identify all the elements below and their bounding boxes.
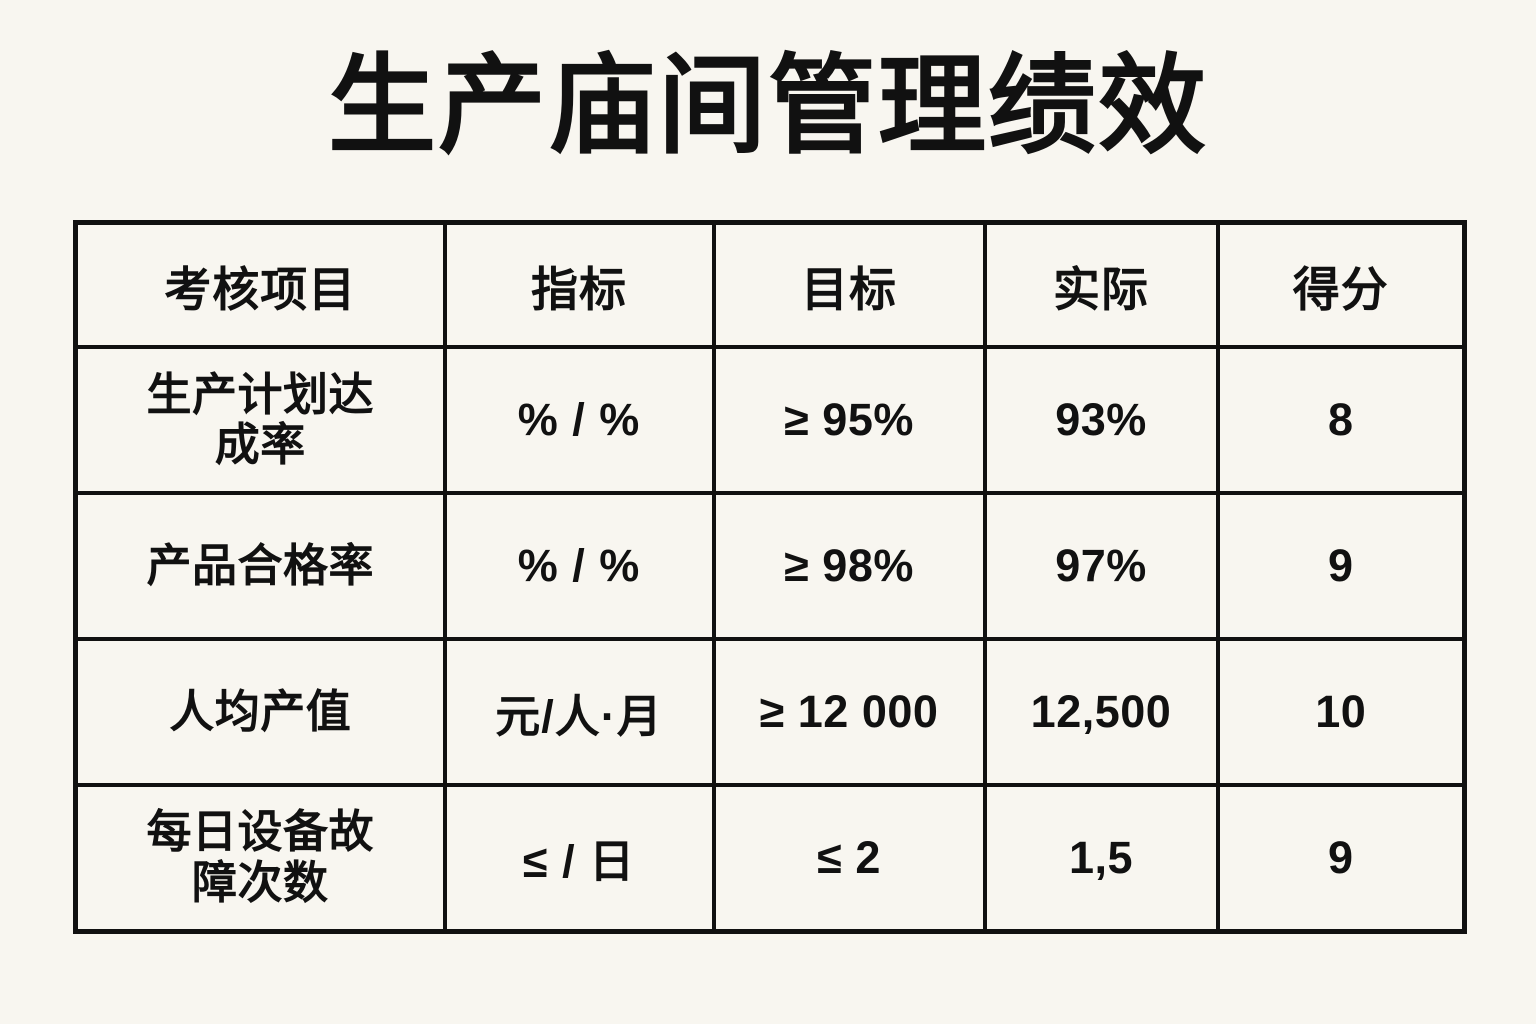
table-header: 考核项目 指标 目标 实际 得分 [73,220,1467,349]
table-body: 生产计划达 成率 % / % ≥ 95% 93% 8 产品合格率 % / % ≥… [73,345,1467,933]
cell-target: ≥ 95% [711,345,987,495]
cell-target: ≥ 12 000 [711,637,987,787]
cell-target: ≥ 98% [711,491,987,641]
cell-actual: 97% [982,491,1220,641]
cell-item-line1: 产品合格率 [146,539,374,591]
column-header-actual: 实际 [982,220,1220,349]
cell-item: 人均产值 [73,637,447,787]
cell-unit: % / % [442,345,716,495]
cell-item: 产品合格率 [73,491,447,641]
cell-score: 9 [1215,491,1467,641]
cell-item: 每日设备故 障次数 [73,783,447,933]
column-header-unit: 指标 [442,220,716,349]
column-header-target: 目标 [711,220,987,349]
table-row: 生产计划达 成率 % / % ≥ 95% 93% 8 [73,345,1467,495]
cell-actual: 12,500 [982,637,1220,787]
table-row: 每日设备故 障次数 ≤ / 日 ≤ 2 1,5 9 [73,783,1467,933]
cell-target: ≤ 2 [711,783,987,933]
page-title: 生产庙间管理绩效 [327,45,1208,166]
performance-table-container: 考核项目 指标 目标 实际 得分 生产计划达 成率 % / % ≥ 95% 93… [73,220,1467,934]
column-header-score: 得分 [1215,220,1467,349]
cell-unit: 元/人·月 [442,637,716,787]
cell-score: 10 [1215,637,1467,787]
cell-actual: 93% [982,345,1220,495]
cell-item-line1: 每日设备故 [146,806,374,858]
cell-item-line1: 人均产值 [169,685,352,737]
cell-unit: ≤ / 日 [442,783,716,933]
cell-score: 9 [1215,783,1467,933]
cell-score: 8 [1215,345,1467,495]
cell-actual: 1,5 [982,783,1220,933]
performance-table: 考核项目 指标 目标 实际 得分 生产计划达 成率 % / % ≥ 95% 93… [73,220,1467,934]
table-header-row: 考核项目 指标 目标 实际 得分 [73,220,1467,349]
table-row: 产品合格率 % / % ≥ 98% 97% 9 [73,491,1467,641]
cell-item: 生产计划达 成率 [73,345,447,495]
column-header-item: 考核项目 [73,220,447,349]
cell-item-line2: 成率 [214,419,306,470]
table-row: 人均产值 元/人·月 ≥ 12 000 12,500 10 [73,637,1467,787]
cell-item-line1: 生产计划达 [146,368,374,420]
cell-unit: % / % [442,491,716,641]
cell-item-line2: 障次数 [191,856,329,908]
